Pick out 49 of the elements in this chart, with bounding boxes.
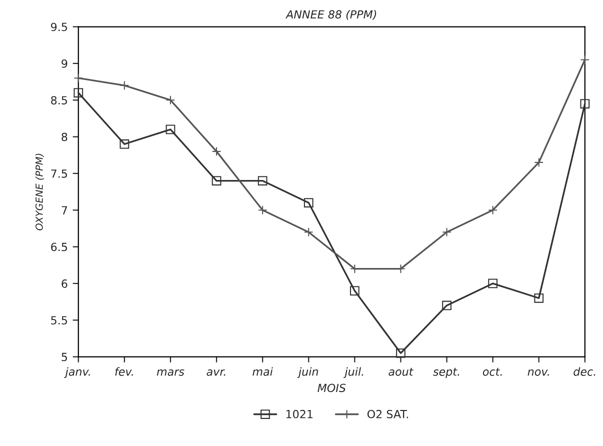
y-tick-label: 6 [62,279,68,288]
point [304,198,314,208]
x-tick-label: juil. [344,367,364,378]
point [74,73,84,83]
x-tick-label: mai [252,367,273,376]
x-tick-label: avr. [206,369,226,376]
point [442,227,452,237]
point [74,88,84,98]
x-tick-label: sept. [433,368,460,378]
y-tick-label: 5.5 [51,316,68,325]
point [488,205,498,215]
point [304,227,314,237]
chart-title: ANNEE 88 (PPM) [285,10,376,20]
y-tick-label: 9.5 [51,22,68,32]
y-tick-label: 8 [62,132,68,142]
x-tick-label: fev. [115,367,133,376]
y-tick-label: 9 [62,59,68,68]
point [212,176,222,186]
y-axis-title: OXYGENE (PPM) [35,154,44,230]
point [534,293,544,303]
y-tick-label: 5 [62,352,68,362]
x-tick-label: dec. [574,367,596,376]
point [120,139,130,149]
point [258,205,268,215]
point [258,176,268,186]
point [212,146,222,156]
x-axis-title: MOIS [318,384,346,392]
y-tick-label: 8.5 [51,96,68,104]
point [580,99,590,108]
point [580,55,590,64]
legend-label: O2 SAT. [367,410,408,418]
x-tick-label: nov. [528,369,549,376]
point [350,286,360,296]
point [396,348,406,358]
x-tick-label: mars [156,369,184,376]
point [166,124,176,134]
point [166,95,176,105]
x-tick-label: janv. [64,367,90,378]
y-tick-label: 6.5 [51,242,68,252]
point [120,80,130,90]
point [488,278,498,288]
y-tick-label: 7 [62,206,68,214]
point [442,300,452,310]
x-tick-label: oct. [482,368,502,376]
point [534,158,544,168]
x-tick-label: aout [388,368,414,376]
x-tick-label: juin [297,367,318,378]
y-tick-label: 7.5 [51,170,68,178]
legend-label: 1021 [286,410,312,418]
